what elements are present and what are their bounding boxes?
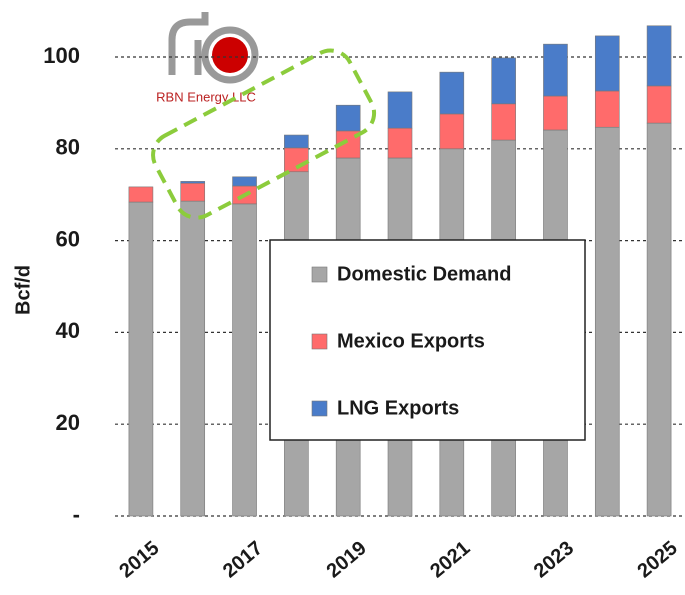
legend-label: LNG Exports — [337, 397, 459, 419]
bar-segment — [491, 57, 516, 105]
logo-ball — [212, 37, 248, 73]
bar-segment — [387, 91, 413, 129]
bar-segment — [128, 186, 154, 203]
bar-segment — [439, 113, 465, 150]
logo: RBN Energy LLC — [156, 12, 259, 104]
bar-segment — [180, 182, 206, 202]
annotation-dashed-box — [151, 48, 377, 220]
y-tick-label: 40 — [56, 318, 80, 343]
bar-segment — [284, 134, 309, 149]
legend-swatch — [311, 333, 328, 350]
legend-label: Domestic Demand — [337, 263, 512, 285]
bar-segment — [387, 127, 413, 159]
bar-segment — [646, 122, 672, 517]
x-tick-label: 2015 — [115, 537, 163, 582]
bar-segment — [180, 200, 206, 517]
y-tick-label: 80 — [56, 135, 80, 160]
bar-segment — [232, 176, 257, 187]
x-tick-label: 2023 — [530, 537, 578, 582]
legend-swatch — [311, 266, 328, 283]
x-tick-label: 2025 — [633, 537, 681, 582]
bar-segment — [646, 85, 672, 124]
x-tick-label: 2017 — [219, 537, 267, 582]
bar-segment — [232, 203, 257, 517]
bar-segment — [594, 90, 620, 128]
logo-text: RBN Energy LLC — [156, 89, 256, 104]
logo-pipe — [168, 12, 209, 75]
bar-segment — [543, 43, 568, 97]
bar-segment — [594, 126, 620, 517]
bar-segment — [646, 25, 672, 87]
legend-swatch — [311, 400, 328, 417]
bar-segment — [491, 103, 516, 141]
bar-segment — [335, 104, 361, 132]
legend: Domestic Demand Mexico Exports LNG Exports — [269, 239, 586, 441]
bar-segment — [439, 71, 465, 115]
x-tick-label: 2019 — [323, 537, 371, 582]
y-tick-label: - — [73, 502, 80, 527]
x-tick-label: 2021 — [426, 537, 474, 582]
bar-segment — [128, 201, 154, 517]
y-tick-label: 20 — [56, 410, 80, 435]
y-tick-label: 60 — [56, 226, 80, 251]
logo-ring — [201, 26, 259, 84]
y-axis-label: Bcf/d — [12, 265, 34, 315]
legend-label: Mexico Exports — [337, 330, 485, 352]
y-tick-label: 100 — [43, 43, 80, 68]
bar-segment — [543, 95, 568, 131]
bar-segment — [180, 181, 206, 184]
bar-segment — [594, 35, 620, 92]
